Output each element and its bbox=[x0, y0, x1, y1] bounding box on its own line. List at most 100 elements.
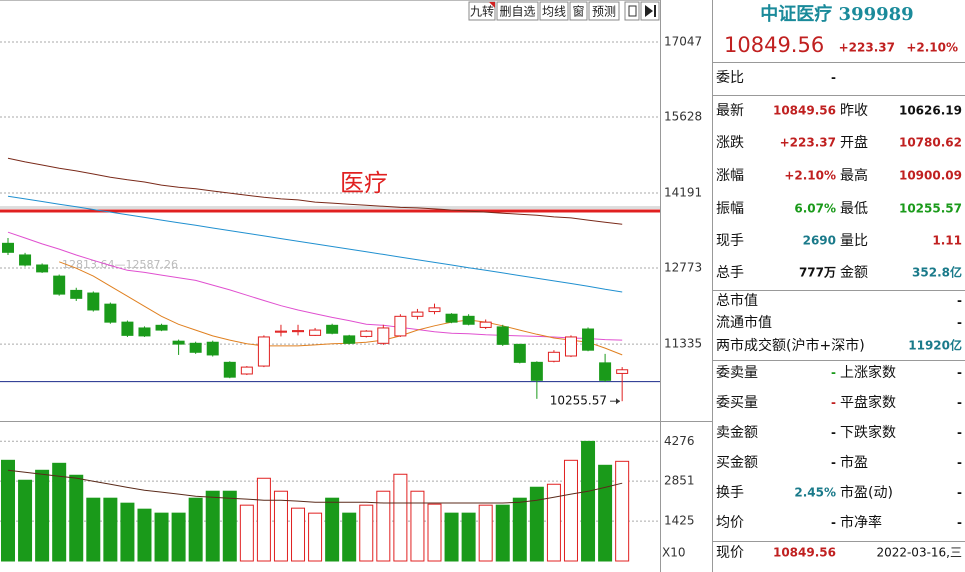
volume-bar bbox=[1, 459, 15, 562]
volume-bar bbox=[120, 502, 135, 562]
row-label: 换手 bbox=[716, 484, 744, 501]
volume-bar bbox=[444, 512, 459, 562]
row-value: 10780.62 bbox=[899, 136, 962, 150]
candle-body bbox=[616, 369, 629, 374]
toolbar-flag bbox=[489, 2, 495, 8]
candle-body bbox=[309, 329, 322, 336]
toolbar-button[interactable] bbox=[539, 1, 569, 21]
volume-bar bbox=[291, 507, 306, 562]
quote-change-pct: +2.10% bbox=[906, 41, 958, 55]
row-label: 平盘家数 bbox=[840, 394, 896, 411]
reference-band bbox=[0, 206, 660, 210]
row-value: 2690 bbox=[803, 234, 836, 248]
row-label: 现手 bbox=[716, 233, 744, 249]
row-value: 10900.09 bbox=[899, 169, 962, 183]
row-label: 最新 bbox=[716, 103, 744, 119]
toolbar-button[interactable] bbox=[569, 1, 588, 21]
candle-body bbox=[274, 330, 287, 333]
candle-body bbox=[19, 254, 32, 266]
volume-bar bbox=[86, 497, 101, 562]
row-value: 2.45% bbox=[794, 486, 836, 500]
volume-bar bbox=[273, 490, 288, 562]
quote-title: 中证医疗 399989 bbox=[760, 3, 913, 25]
row-value: - bbox=[831, 366, 836, 380]
volume-bar bbox=[427, 503, 442, 562]
low-label: 10255.57 bbox=[550, 394, 607, 408]
row-label: 金额 bbox=[840, 265, 868, 281]
volume-bar bbox=[69, 474, 84, 562]
low-arrowhead bbox=[616, 398, 620, 405]
row-value: 777万 bbox=[799, 266, 836, 280]
volume-bar bbox=[461, 512, 476, 562]
y-tick-label: 1425 bbox=[664, 514, 695, 528]
y-tick-label: 4276 bbox=[664, 434, 695, 448]
volume-bar bbox=[154, 512, 169, 562]
y-tick-label: 14191 bbox=[664, 186, 702, 200]
layout-icon bbox=[628, 5, 637, 17]
row-value: - bbox=[957, 366, 962, 380]
volume-bar bbox=[529, 486, 544, 562]
candle-body bbox=[121, 321, 134, 336]
row-label: 总市值 bbox=[716, 292, 758, 309]
candle-body bbox=[292, 330, 305, 333]
volume-bar bbox=[359, 504, 374, 562]
candle-body bbox=[189, 342, 202, 353]
volume-bar bbox=[18, 479, 33, 562]
moving-average bbox=[7, 157, 623, 225]
candle-body bbox=[411, 311, 424, 317]
row-value: - bbox=[831, 71, 836, 85]
row-label: 涨跌 bbox=[716, 135, 744, 151]
row-label: 开盘 bbox=[840, 134, 868, 151]
volume-bar bbox=[342, 512, 357, 562]
candle-body bbox=[564, 336, 577, 357]
volume-bar bbox=[52, 462, 67, 562]
candle-body bbox=[479, 321, 492, 328]
moving-average bbox=[7, 195, 623, 293]
row-label: 买金额 bbox=[716, 455, 758, 471]
toolbar-button[interactable] bbox=[496, 1, 539, 21]
row-value: - bbox=[957, 316, 962, 330]
y-tick-label: 11335 bbox=[664, 337, 702, 351]
row-value: +223.37 bbox=[780, 136, 836, 150]
row-value: - bbox=[831, 456, 836, 470]
row-value: 10849.56 bbox=[773, 104, 836, 118]
row-value: - bbox=[957, 456, 962, 470]
candle-body bbox=[53, 275, 66, 295]
toolbar-button[interactable] bbox=[588, 1, 620, 21]
volume-bar bbox=[546, 483, 561, 562]
candle-body bbox=[257, 336, 270, 367]
candle-body bbox=[36, 264, 49, 273]
row-value: - bbox=[957, 294, 962, 308]
quote-price: 10849.56 bbox=[724, 33, 824, 57]
row-label: 流通市值 bbox=[716, 314, 772, 331]
candle-body bbox=[547, 351, 560, 362]
toolbar-label: 九转 bbox=[470, 4, 494, 19]
moving-average bbox=[59, 261, 623, 356]
layout-button[interactable] bbox=[624, 1, 640, 21]
candle-body bbox=[394, 315, 407, 337]
volume-bar bbox=[103, 497, 118, 562]
row-value: - bbox=[957, 486, 962, 500]
volume-average bbox=[7, 469, 623, 504]
toolbar-label: 删自选 bbox=[499, 5, 535, 19]
toolbar-label: 均线 bbox=[542, 5, 566, 19]
volume-bar bbox=[598, 464, 613, 562]
volume-bar bbox=[137, 508, 152, 562]
toolbar-button[interactable] bbox=[468, 1, 496, 21]
row-value: 10849.56 bbox=[773, 546, 836, 560]
volume-bar bbox=[393, 473, 408, 562]
reference-label: 医疗 bbox=[340, 169, 388, 197]
row-label: 委买量 bbox=[716, 395, 758, 411]
row-label: 昨收 bbox=[840, 103, 868, 119]
toolbar-label: 窗 bbox=[572, 5, 584, 19]
row-value: 1.11 bbox=[932, 234, 962, 248]
candle-body bbox=[240, 366, 253, 375]
volume-bar bbox=[325, 497, 340, 562]
candle-body bbox=[496, 326, 509, 345]
volume-bar bbox=[256, 477, 271, 562]
candle-body bbox=[70, 289, 83, 299]
row-label: 委卖量 bbox=[716, 365, 758, 381]
volume-bar bbox=[615, 460, 630, 562]
row-label: 上涨家数 bbox=[840, 364, 896, 381]
